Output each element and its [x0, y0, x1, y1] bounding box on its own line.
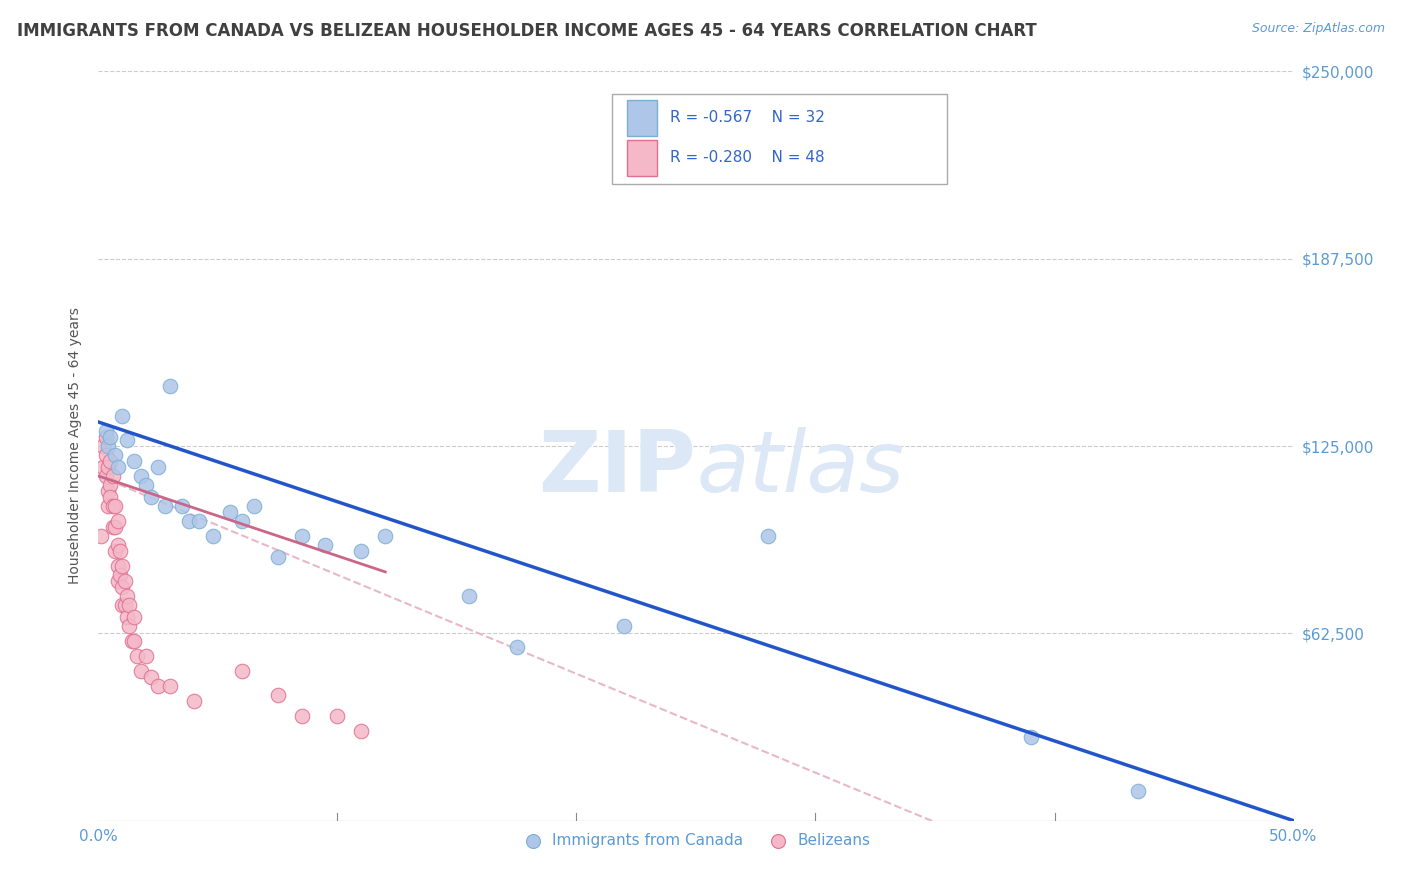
Point [187, 514, 209, 528]
Point [179, 514, 201, 528]
Point [111, 598, 134, 612]
Point [243, 499, 266, 513]
Point [613, 619, 636, 633]
Point [756, 529, 779, 543]
Point [148, 460, 170, 475]
Point [374, 529, 396, 543]
Point [97, 483, 120, 498]
Point [115, 589, 138, 603]
Point [1019, 730, 1042, 744]
Point [101, 520, 124, 534]
Y-axis label: Householder Income Ages 45 - 64 years: Householder Income Ages 45 - 64 years [69, 308, 83, 584]
FancyBboxPatch shape [627, 100, 657, 136]
Point [135, 648, 157, 663]
Point [1128, 783, 1150, 797]
Point [231, 514, 253, 528]
Point [107, 558, 129, 573]
Point [121, 633, 143, 648]
Point [125, 648, 148, 663]
Point [91, 460, 114, 475]
Point [104, 544, 127, 558]
Point [131, 469, 153, 483]
Point [118, 598, 141, 612]
Point [101, 469, 124, 483]
Legend: Immigrants from Canada, Belizeans: Immigrants from Canada, Belizeans [516, 827, 876, 855]
Point [98, 478, 122, 492]
Point [94, 430, 117, 444]
FancyBboxPatch shape [627, 139, 657, 176]
Point [315, 538, 337, 552]
Point [159, 379, 181, 393]
Point [101, 499, 124, 513]
Point [111, 558, 134, 573]
Point [111, 409, 134, 423]
Point [202, 529, 225, 543]
Text: R = -0.280    N = 48: R = -0.280 N = 48 [669, 150, 824, 165]
Point [326, 708, 349, 723]
Point [124, 633, 146, 648]
Point [91, 439, 114, 453]
Point [94, 448, 117, 462]
Point [219, 505, 242, 519]
Point [97, 439, 120, 453]
Point [107, 538, 129, 552]
Point [155, 499, 177, 513]
Point [148, 679, 170, 693]
Point [135, 478, 157, 492]
Point [111, 580, 134, 594]
Point [172, 499, 194, 513]
Point [98, 490, 122, 504]
Point [124, 454, 146, 468]
Point [114, 574, 136, 588]
Text: R = -0.567    N = 32: R = -0.567 N = 32 [669, 111, 824, 125]
Point [94, 469, 117, 483]
Point [108, 544, 131, 558]
Point [104, 448, 127, 462]
Point [139, 490, 162, 504]
Point [124, 610, 146, 624]
Text: ZIP: ZIP [538, 427, 696, 510]
Point [114, 598, 136, 612]
Point [90, 529, 112, 543]
Point [350, 544, 373, 558]
Point [97, 499, 120, 513]
Point [139, 670, 162, 684]
FancyBboxPatch shape [613, 94, 948, 184]
Point [115, 433, 138, 447]
Point [98, 430, 122, 444]
Point [291, 529, 314, 543]
Point [107, 460, 129, 475]
Point [183, 694, 205, 708]
Text: IMMIGRANTS FROM CANADA VS BELIZEAN HOUSEHOLDER INCOME AGES 45 - 64 YEARS CORRELA: IMMIGRANTS FROM CANADA VS BELIZEAN HOUSE… [17, 22, 1036, 40]
Text: atlas: atlas [696, 427, 904, 510]
Point [108, 567, 131, 582]
Point [159, 679, 181, 693]
Point [98, 454, 122, 468]
Point [97, 460, 120, 475]
Point [94, 424, 117, 438]
Text: Source: ZipAtlas.com: Source: ZipAtlas.com [1251, 22, 1385, 36]
Point [506, 640, 529, 654]
Point [107, 514, 129, 528]
Point [131, 664, 153, 678]
Point [115, 610, 138, 624]
Point [267, 549, 290, 564]
Point [267, 688, 290, 702]
Point [118, 619, 141, 633]
Point [350, 723, 373, 738]
Point [291, 708, 314, 723]
Point [231, 664, 253, 678]
Point [458, 589, 481, 603]
Point [107, 574, 129, 588]
Point [104, 499, 127, 513]
Point [104, 520, 127, 534]
